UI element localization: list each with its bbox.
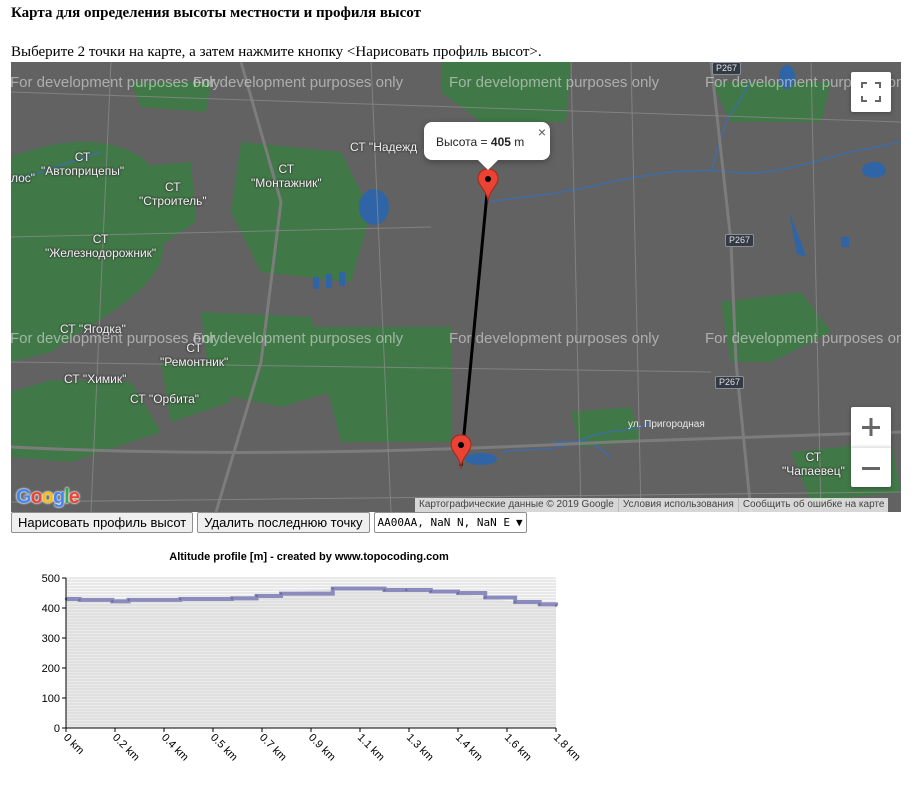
zoom-out-button[interactable] <box>851 447 891 487</box>
altitude-point <box>538 603 541 606</box>
altitude-chart: Altitude profile [m] - created by www.to… <box>11 548 611 778</box>
altitude-point <box>484 596 487 599</box>
minus-icon <box>862 467 880 470</box>
map[interactable]: For development purposes only For develo… <box>11 62 901 512</box>
altitude-point <box>230 597 234 600</box>
map-label: СТ "Ремонтник" <box>160 341 229 369</box>
controls-bar: Нарисовать профиль высот Удалить последн… <box>11 512 527 534</box>
map-label: СТ "Чапаевец" <box>782 450 845 478</box>
map-label: СТ "Железнодорожник" <box>45 232 157 260</box>
info-window-tail <box>478 160 498 170</box>
close-icon[interactable]: × <box>537 124 546 140</box>
instructions-text: Выберите 2 точки на карте, а затем нажми… <box>11 44 542 60</box>
altitude-value: 405 <box>490 135 511 149</box>
altitude-chart-plot: 0 100 200 300 400 500 0 km 0.2 km 0.4 km 0.5 km 0.… <box>42 573 583 764</box>
y-tick-label: 300 <box>42 633 60 645</box>
fullscreen-button[interactable] <box>851 72 891 112</box>
y-tick-label: 100 <box>42 693 60 705</box>
street-label: ул. Пригородная <box>628 419 705 430</box>
x-tick-label: 0 km <box>61 732 86 757</box>
google-logo[interactable]: Google <box>16 486 80 508</box>
watermark: For development purposes only <box>11 330 221 347</box>
map-label: СТ "Орбита" <box>130 392 200 406</box>
map-label: лос" <box>11 171 36 185</box>
altitude-point <box>179 597 182 601</box>
zoom-in-button[interactable] <box>851 407 891 447</box>
x-tick-label: 1.1 km <box>355 732 387 764</box>
road-badge: P267 <box>712 62 742 75</box>
x-tick-label: 1.8 km <box>551 732 583 764</box>
point-select[interactable]: AA00AA, NaN N, NaN E ▼ <box>373 512 527 533</box>
watermark: For development purposes only <box>449 330 660 347</box>
map-label: СТ "Химик" <box>64 372 127 386</box>
altitude-readout: Высота = 405 m <box>436 135 525 149</box>
altitude-point <box>513 600 517 604</box>
y-tick-label: 0 <box>54 723 60 735</box>
info-window: Высота = 405 m × <box>424 122 550 170</box>
altitude-point <box>383 588 386 592</box>
report-error-link[interactable]: Сообщить об ошибке на карте <box>742 499 885 510</box>
map-pin-icon[interactable] <box>450 434 472 470</box>
road-badge: P267 <box>715 376 745 389</box>
map-label: СТ "Автоприцепы" <box>41 150 125 178</box>
map-label: СТ "Надежд <box>350 140 418 154</box>
chevron-down-icon: ▼ <box>516 516 523 529</box>
map-pin-icon[interactable] <box>477 168 499 204</box>
map-data-credit: Картографические данные © 2019 Google <box>415 498 619 512</box>
map-tiles <box>11 62 901 512</box>
watermark: For development purposes only <box>193 330 404 347</box>
altitude-point <box>405 588 408 592</box>
altitude-area <box>66 588 556 728</box>
x-tick-label: 1.3 km <box>404 732 436 764</box>
altitude-line <box>66 586 558 607</box>
x-tick-label: 0.4 km <box>159 732 191 764</box>
watermark: For development purposes only <box>11 74 221 91</box>
altitude-point <box>279 592 283 595</box>
map-label: СТ "Монтажник" <box>251 162 322 190</box>
road-badge: P267 <box>725 234 755 247</box>
altitude-point <box>456 591 460 595</box>
altitude-point <box>127 598 130 602</box>
altitude-point <box>255 594 258 598</box>
x-tick-label: 1.4 km <box>453 732 485 764</box>
terms-link[interactable]: Условия использования <box>619 498 739 512</box>
delete-last-point-button[interactable]: Удалить последнюю точку <box>197 512 370 533</box>
x-tick-label: 0.2 km <box>110 732 142 764</box>
draw-profile-button[interactable]: Нарисовать профиль высот <box>11 512 194 533</box>
y-tick-label: 200 <box>42 663 60 675</box>
altitude-point <box>429 590 432 593</box>
plus-icon <box>862 418 880 436</box>
x-tick-label: 1.6 km <box>502 732 534 764</box>
altitude-point <box>111 600 114 603</box>
x-tick-label: 0.7 km <box>257 732 289 764</box>
watermark: For development purposes only <box>449 74 660 91</box>
altitude-point <box>78 598 81 602</box>
map-label: СТ "Ягодка" <box>60 322 126 336</box>
page-title: Карта для определения высоты местности и… <box>11 5 421 21</box>
chart-title: Altitude profile [m] - created by www.to… <box>169 551 449 563</box>
map-label: СТ "Строитель" <box>139 180 207 208</box>
altitude-point <box>331 587 334 590</box>
x-tick-label: 0.9 km <box>306 732 338 764</box>
y-tick-label: 500 <box>42 573 60 585</box>
watermark: For development purposes only <box>193 74 404 91</box>
x-tick-label: 0.5 km <box>208 732 240 764</box>
y-tick-label: 400 <box>42 603 60 615</box>
fullscreen-icon <box>861 82 881 102</box>
watermark: For development purposes only <box>705 330 901 347</box>
altitude-point <box>554 604 558 607</box>
point-select-value: AA00AA, NaN N, NaN E <box>377 516 510 529</box>
map-attribution: Картографические данные © 2019 Google Ус… <box>415 498 889 512</box>
